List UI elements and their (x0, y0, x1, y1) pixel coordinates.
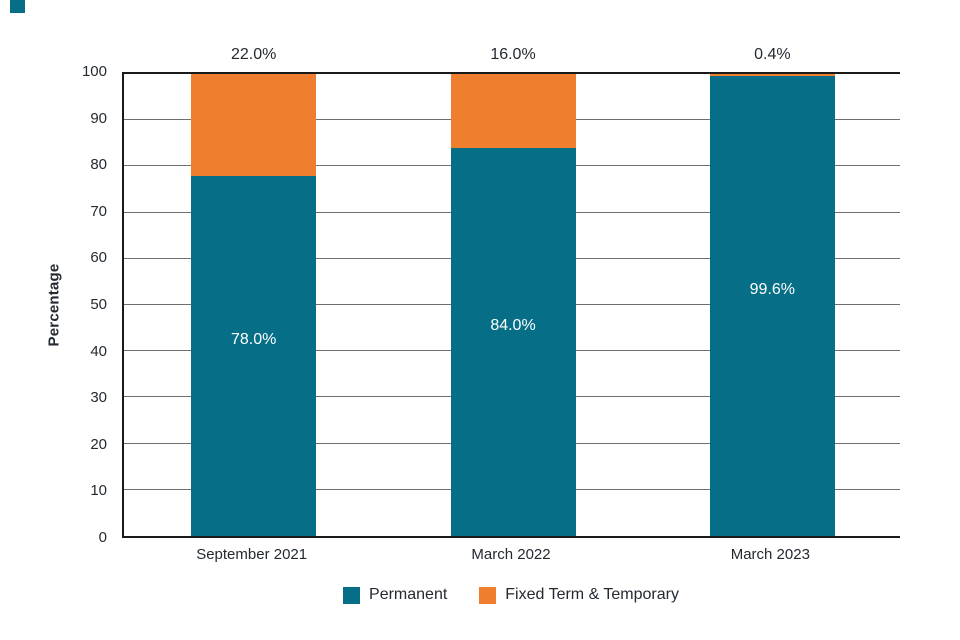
y-tick-label-50: 50 (90, 296, 107, 313)
stacked-bar-2: 16.0% 84.0% (450, 46, 576, 536)
legend-label-permanent: Permanent (369, 586, 448, 603)
y-tick-label-30: 30 (90, 389, 107, 407)
x-category-label-2: March 2022 (471, 546, 551, 563)
y-tick-label-90: 90 (90, 109, 107, 127)
y-tick-label-20: 20 (90, 435, 107, 453)
fixed-term-segment-3 (709, 74, 835, 76)
fixed-term-value-label-3: 0.4% (754, 46, 791, 63)
fixed-term-segment-1 (191, 74, 317, 176)
y-tick-label-60: 60 (90, 249, 107, 267)
permanent-value-label-3: 99.6% (749, 280, 796, 298)
legend-item-permanent: Permanent (343, 586, 447, 604)
plot-area: 22.0% 78.0% 16.0% 84.0% 0.4% 99.6% (122, 46, 900, 538)
legend-item-fixed-term: Fixed Term & Temporary (479, 586, 679, 604)
x-category-label-3: March 2023 (730, 546, 810, 563)
permanent-segment-2: 84.0% (450, 147, 576, 536)
x-axis-category-labels: September 2021 March 2022 March 2023 (122, 546, 900, 568)
legend: Permanent Fixed Term & Temporary (122, 586, 900, 604)
permanent-color-swatch-icon (343, 586, 361, 604)
legend-label-fixed-term: Fixed Term & Temporary (505, 586, 679, 603)
permanent-segment-3: 99.6% (709, 75, 835, 536)
permanent-value-label-2: 84.0% (490, 316, 536, 334)
stacked-bar-1: 22.0% 78.0% (191, 46, 317, 536)
fixed-term-segment-2 (450, 74, 576, 148)
y-tick-label-70: 70 (90, 202, 107, 220)
x-category-label-1: September 2021 (196, 546, 308, 563)
y-tick-label-0: 0 (98, 529, 107, 546)
fixed-term-color-swatch-icon (479, 586, 497, 604)
y-axis-tick-labels: 0 10 20 30 40 50 60 70 80 90 100 (0, 63, 114, 546)
permanent-value-label-1: 78.0% (230, 330, 277, 348)
stacked-bar-3: 0.4% 99.6% (709, 46, 835, 536)
y-tick-label-40: 40 (90, 342, 107, 360)
y-tick-label-80: 80 (90, 156, 107, 174)
fixed-term-value-label-1: 22.0% (230, 46, 277, 63)
corner-accent-mark (10, 0, 25, 13)
fixed-term-value-label-2: 16.0% (490, 46, 536, 63)
y-tick-label-10: 10 (90, 482, 107, 500)
permanent-segment-1: 78.0% (191, 175, 317, 536)
y-tick-label-100: 100 (81, 63, 107, 80)
